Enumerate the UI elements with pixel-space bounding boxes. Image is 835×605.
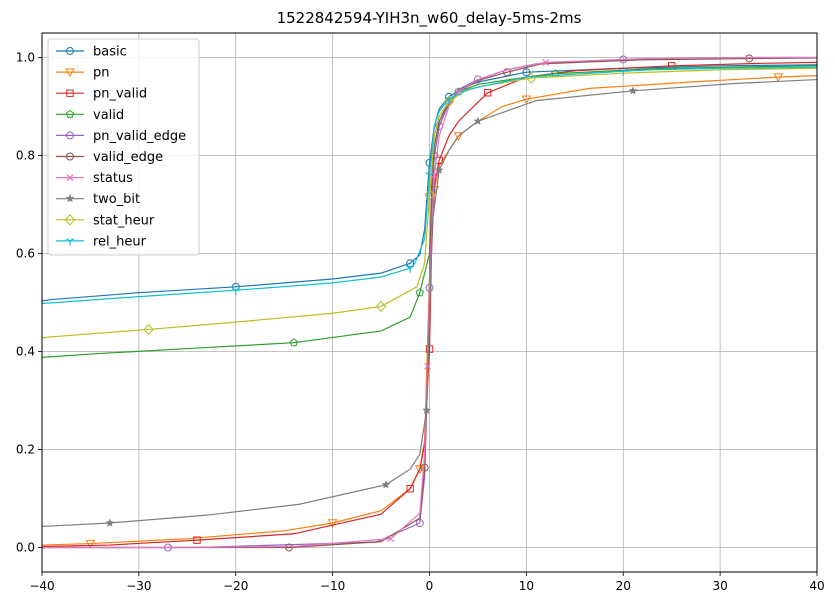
legend-marker: [66, 47, 74, 55]
data-point: [503, 68, 511, 77]
data-point: [105, 518, 115, 527]
data-point: [443, 95, 455, 108]
x-tick-label: −30: [126, 579, 151, 593]
data-point: [406, 485, 414, 493]
data-point: [405, 265, 415, 273]
series-two-bit: [41, 78, 818, 528]
legend-box: [47, 38, 200, 256]
data-point: [85, 539, 96, 549]
x-tick-label: 0: [426, 579, 434, 593]
data-point: [387, 535, 395, 543]
series-rel-heur: [41, 66, 818, 305]
legend-marker: [66, 152, 74, 161]
data-point: [619, 68, 628, 76]
legend-label: stat_heur: [93, 213, 155, 228]
data-point: [522, 68, 531, 77]
data-point: [745, 54, 754, 63]
legend-label: valid_edge: [93, 150, 163, 165]
data-point: [434, 165, 444, 175]
data-point: [422, 405, 432, 415]
series-line: [41, 67, 818, 339]
y-tick-label: 0.6: [16, 247, 35, 261]
legend-marker: [65, 238, 75, 246]
legend-label: pn_valid: [93, 87, 147, 102]
data-point: [628, 86, 638, 95]
x-tick-label: 30: [712, 579, 727, 593]
data-point: [285, 543, 294, 552]
data-point: [542, 58, 550, 66]
data-point: [425, 345, 434, 353]
data-point: [425, 172, 434, 180]
data-point: [193, 536, 201, 544]
y-tick-label: 0.4: [16, 345, 35, 359]
legend-label: two_bit: [93, 192, 140, 207]
y-tick-label: 1.0: [16, 51, 35, 65]
legend-label: rel_heur: [93, 234, 147, 249]
series-layer: [41, 54, 818, 552]
data-point: [521, 95, 532, 105]
y-tick-label: 0.0: [16, 541, 35, 555]
y-tick-label: 0.8: [16, 149, 35, 163]
data-point: [289, 338, 299, 347]
x-tick-label: 40: [809, 579, 824, 593]
legend-marker: [66, 89, 74, 97]
legend-marker: [65, 193, 75, 203]
data-point: [420, 463, 429, 472]
data-point: [483, 89, 492, 97]
series-line: [41, 78, 818, 528]
legend-marker: [65, 109, 75, 118]
data-point: [773, 73, 784, 83]
x-tick-label: −40: [29, 579, 54, 593]
data-point: [231, 287, 240, 295]
legend-marker: [66, 174, 74, 182]
data-point: [473, 116, 483, 126]
data-point: [424, 188, 435, 201]
x-tick-label: −20: [223, 579, 248, 593]
legend-label: valid: [93, 108, 124, 123]
legend-label: pn: [93, 66, 110, 81]
data-point: [406, 259, 415, 268]
data-point: [381, 480, 391, 489]
data-point: [415, 519, 424, 527]
legend-marker: [66, 131, 74, 140]
x-tick-label: 10: [519, 579, 534, 593]
legend-label: basic: [93, 45, 127, 60]
data-point: [415, 288, 425, 297]
data-point: [143, 323, 154, 336]
x-tick-label: 20: [616, 579, 631, 593]
data-point: [453, 132, 464, 141]
legend-label: status: [93, 171, 133, 186]
data-point: [375, 300, 387, 313]
data-point: [327, 519, 338, 529]
legend-marker: [64, 214, 76, 226]
legend-marker: [65, 68, 75, 78]
x-tick-label: −10: [320, 579, 345, 593]
y-tick-label: 0.2: [16, 443, 35, 457]
legend-label: pn_valid_edge: [93, 129, 186, 144]
chart-title: 1522842594-YIH3n_w60_delay-5ms-2ms: [277, 9, 582, 28]
axis-ticks: −40 −30 −20 −10 0 10 20 30 40 0.0 0.2 0.4 0.6 0.8 1.0: [16, 51, 825, 594]
data-point: [444, 96, 454, 104]
series-line: [41, 64, 818, 302]
